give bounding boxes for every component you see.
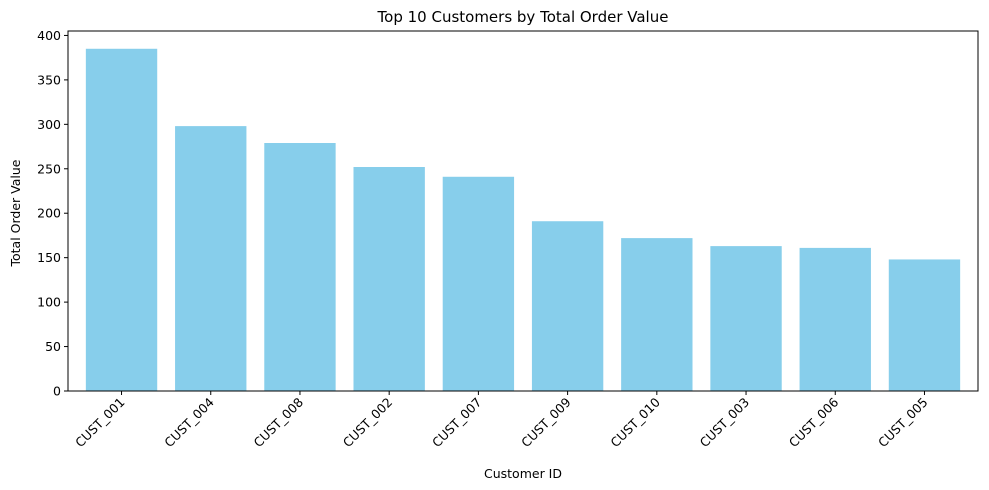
bar-cust-004 [175, 126, 247, 391]
y-tick-label: 300 [37, 117, 61, 132]
y-tick-label: 100 [37, 295, 61, 310]
bar-cust-002 [353, 167, 425, 391]
bar-cust-001 [85, 48, 158, 392]
x-tick-label: CUST_003 [697, 395, 753, 451]
y-tick-label: 200 [37, 206, 61, 221]
y-axis-ticks: 0 50 100 150 200 250 300 350 400 [37, 28, 68, 399]
bars-group [85, 48, 961, 392]
y-axis-label: Total Order Value [8, 159, 23, 267]
bar-cust-007 [442, 176, 515, 391]
x-tick-label: CUST_009 [518, 394, 574, 450]
x-tick-label: CUST_006 [786, 394, 842, 450]
x-tick-label: CUST_008 [251, 394, 307, 450]
chart-title: Top 10 Customers by Total Order Value [377, 8, 669, 26]
bar-cust-010 [621, 238, 693, 391]
y-tick-label: 0 [53, 384, 61, 399]
y-tick-label: 250 [37, 161, 61, 176]
x-tick-label: CUST_005 [875, 395, 931, 451]
x-axis-label: Customer ID [484, 466, 562, 481]
bar-cust-009 [531, 221, 604, 391]
bar-cust-008 [264, 143, 336, 391]
x-axis-ticks: CUST_001 CUST_004 CUST_008 CUST_002 CUST_007… [72, 391, 931, 451]
x-tick-label: CUST_002 [340, 395, 396, 451]
x-tick-label: CUST_001 [72, 395, 128, 451]
y-tick-label: 50 [45, 339, 61, 354]
y-tick-label: 350 [37, 72, 61, 87]
plot-frame [67, 30, 979, 392]
y-tick-label: 400 [37, 28, 61, 43]
bar-cust-003 [710, 246, 782, 391]
x-tick-label: CUST_010 [607, 394, 663, 450]
x-tick-label: CUST_004 [161, 394, 217, 450]
bar-cust-005 [888, 259, 961, 391]
x-tick-label: CUST_007 [429, 395, 485, 451]
bar-cust-006 [799, 247, 871, 391]
y-tick-label: 150 [37, 250, 61, 265]
